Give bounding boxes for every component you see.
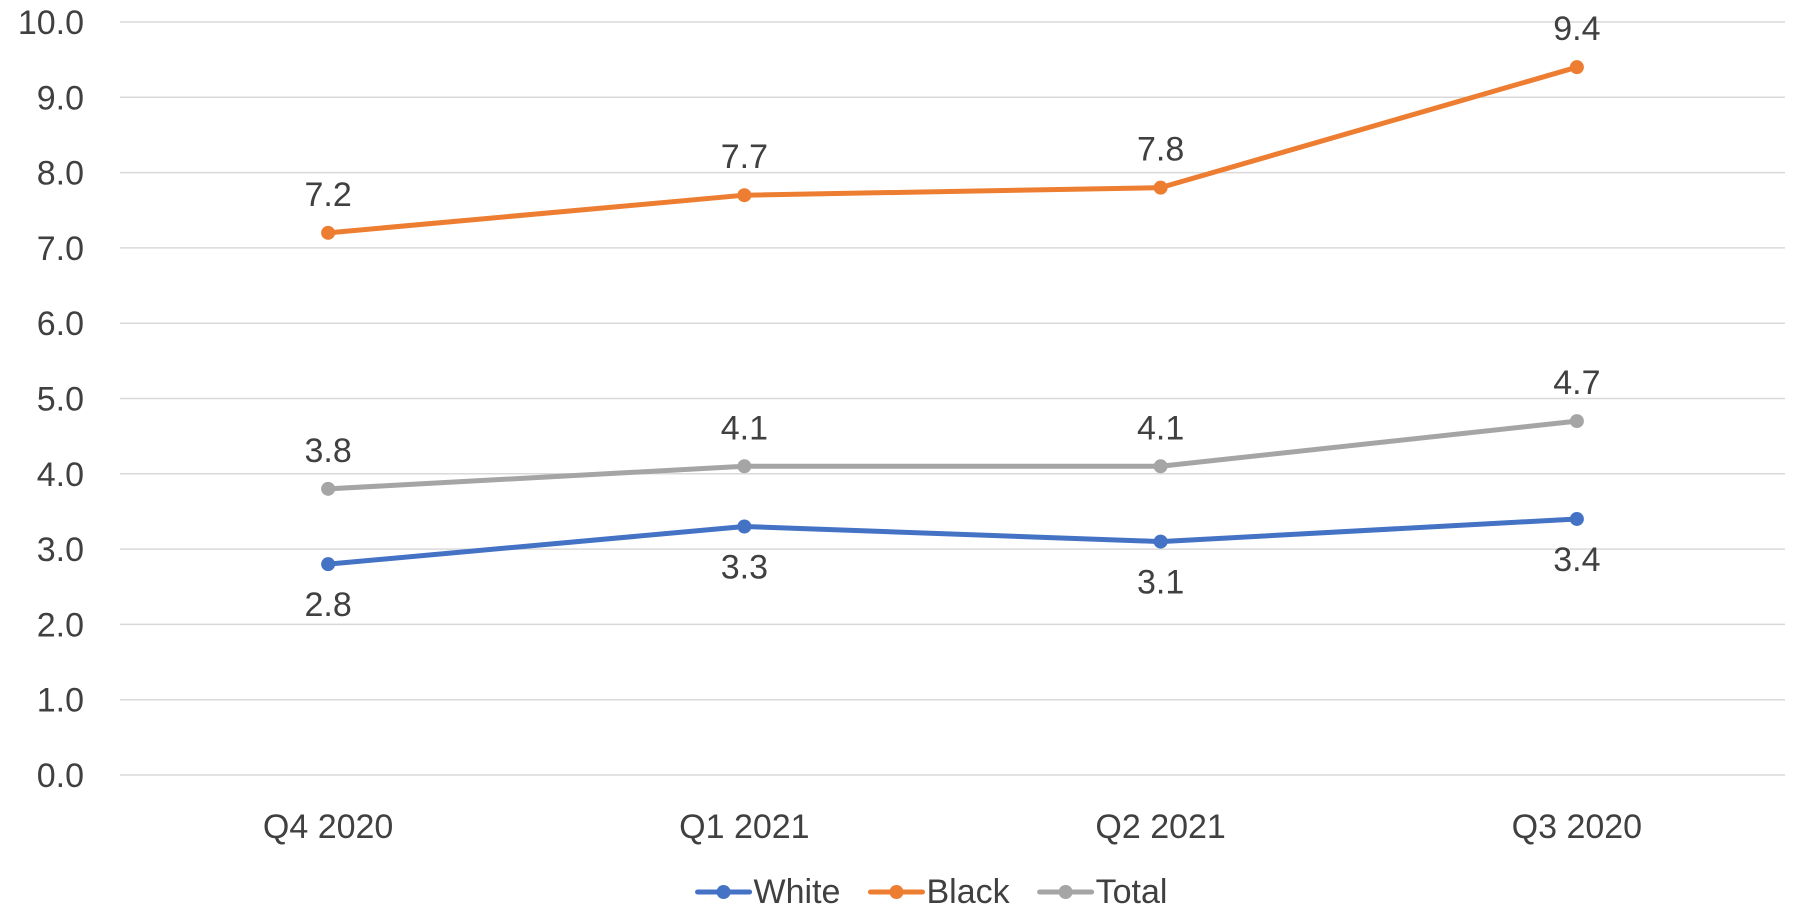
data-label-total: 4.7: [1553, 364, 1600, 402]
data-label-white: 3.1: [1137, 564, 1184, 602]
y-tick-label: 5.0: [37, 381, 84, 419]
x-tick-label: Q1 2021: [679, 808, 809, 846]
data-label-black: 7.7: [721, 138, 768, 176]
y-tick-label: 1.0: [37, 682, 84, 720]
y-axis: 0.0 1.0 2.0 3.0 4.0 5.0 6.0 7.0 8.0 9.0 10.0: [18, 4, 84, 795]
data-labels: 2.8 3.3 3.1 3.4 7.2 7.7 7.8 9.4 3.8 4.1 4.1 4.7: [304, 10, 1600, 624]
legend-item-white: White: [695, 873, 841, 911]
data-label-total: 3.8: [304, 432, 351, 470]
legend-item-black: Black: [867, 873, 1011, 911]
data-point-black: [1569, 60, 1584, 75]
y-tick-label: 9.0: [37, 79, 84, 117]
y-tick-label: 2.0: [37, 606, 84, 644]
data-point-total: [1569, 414, 1584, 429]
data-point-white: [321, 557, 336, 572]
legend: White Black Total: [695, 873, 1168, 911]
legend-label-white: White: [754, 873, 841, 911]
data-label-black: 7.8: [1137, 131, 1184, 169]
series-layer: [321, 60, 1584, 572]
data-label-total: 4.1: [1137, 409, 1184, 447]
data-label-total: 4.1: [721, 409, 768, 447]
y-tick-label: 8.0: [37, 155, 84, 193]
legend-marker-black: [889, 885, 904, 899]
data-point-white: [737, 519, 752, 534]
legend-marker-white: [716, 885, 731, 899]
data-point-total: [1153, 459, 1168, 474]
x-tick-label: Q2 2021: [1095, 808, 1225, 846]
series-line-black: [325, 64, 1580, 236]
data-point-black: [321, 225, 336, 240]
x-tick-label: Q4 2020: [263, 808, 393, 846]
data-point-white: [1569, 511, 1584, 526]
data-point-total: [321, 481, 336, 496]
y-tick-label: 6.0: [37, 305, 84, 343]
y-tick-label: 4.0: [37, 456, 84, 494]
series-line-white: [325, 516, 1580, 567]
legend-marker-total: [1058, 885, 1073, 899]
legend-label-total: Total: [1096, 873, 1168, 911]
y-tick-label: 0.0: [37, 757, 84, 795]
y-tick-label: 3.0: [37, 531, 84, 569]
data-point-black: [737, 188, 752, 203]
data-label-white: 3.4: [1553, 541, 1600, 579]
data-label-white: 2.8: [304, 586, 351, 624]
legend-label-black: Black: [926, 873, 1010, 911]
data-point-black: [1153, 180, 1168, 195]
y-tick-label: 10.0: [18, 4, 84, 42]
x-tick-label: Q3 2020: [1512, 808, 1642, 846]
legend-item-total: Total: [1037, 873, 1168, 911]
x-axis: Q4 2020 Q1 2021 Q2 2021 Q3 2020: [263, 808, 1642, 846]
data-label-black: 9.4: [1553, 10, 1600, 48]
gridlines: [120, 21, 1785, 776]
data-label-black: 7.2: [304, 176, 351, 214]
data-point-total: [737, 459, 752, 474]
data-point-white: [1153, 534, 1168, 549]
series-line-total: [325, 418, 1580, 492]
data-label-white: 3.3: [721, 549, 768, 587]
y-tick-label: 7.0: [37, 230, 84, 268]
